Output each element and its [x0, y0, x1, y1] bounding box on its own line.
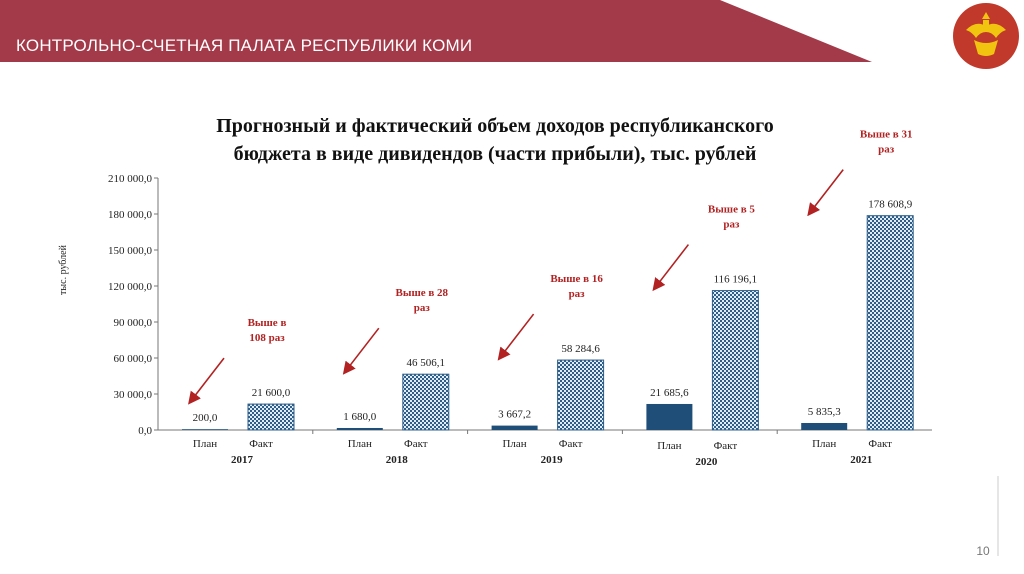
- x-year-label-2017: 2017: [231, 454, 254, 466]
- plan-bar-2021: [801, 422, 848, 430]
- plan-value-label-2018: 1 680,0: [343, 411, 377, 423]
- annotation-text-2019: Выше в 16: [550, 273, 603, 285]
- header-band: [0, 0, 872, 62]
- fact-value-label-2018: 46 506,1: [407, 357, 446, 369]
- plan-bar-2020: [646, 403, 693, 430]
- fact-bar-2017: [247, 403, 295, 431]
- fact-bar-2018: [402, 373, 450, 431]
- plan-value-label-2021: 5 835,3: [808, 406, 842, 418]
- fact-value-label-2021: 178 608,9: [868, 199, 913, 211]
- y-tick-label: 90 000,0: [114, 317, 153, 329]
- y-tick-label: 150 000,0: [108, 245, 153, 257]
- chart-bars: [182, 215, 914, 431]
- annotation-text-2020: раз: [723, 219, 740, 231]
- chart-axes: 0,0 30 000,0 60 000,0 90 000,0 120 000,0 150 …: [58, 173, 932, 437]
- x-year-label-2019: 2019: [541, 454, 564, 466]
- y-axis-label: тыс. рублей: [58, 244, 69, 295]
- y-tick-label: 210 000,0: [108, 173, 153, 185]
- chart-annotations: Выше в 108 раз Выше в 28 раз Выше в 16 раз Выш…: [188, 129, 913, 405]
- corner-decoration: [997, 476, 999, 556]
- fact-value-label-2020: 116 196,1: [714, 274, 758, 286]
- fact-bar-2021: [866, 215, 914, 431]
- header-title: КОНТРОЛЬНО-СЧЕТНАЯ ПАЛАТА РЕСПУБЛИКИ КОМ…: [16, 36, 473, 55]
- annotation-text-2017: Выше в: [248, 317, 287, 329]
- fact-bar-2019: [557, 359, 605, 431]
- komi-emblem-icon: [951, 1, 1021, 71]
- y-tick-label: 0,0: [138, 425, 152, 437]
- plan-value-label-2020: 21 685,6: [650, 387, 689, 399]
- chart-title-line-2: бюджета в виде дивидендов (части прибыли…: [233, 143, 757, 165]
- x-sub-label-plan: План: [657, 440, 681, 452]
- annotation-arrow-2018: [342, 327, 380, 375]
- x-sub-label-fact: Факт: [404, 438, 428, 450]
- x-year-label-2020: 2020: [695, 456, 718, 468]
- annotation-text-2021: раз: [878, 144, 895, 156]
- annotation-arrow-2020: [652, 244, 690, 292]
- x-year-label-2021: 2021: [850, 454, 872, 466]
- x-sub-label-plan: План: [193, 438, 217, 450]
- x-sub-label-fact: Факт: [868, 438, 892, 450]
- annotation-text-2018: раз: [414, 302, 431, 314]
- x-sub-label-fact: Факт: [714, 440, 738, 452]
- annotation-text-2017: 108 раз: [249, 332, 285, 344]
- plan-value-label-2017: 200,0: [193, 412, 218, 424]
- annotation-arrow-2017: [188, 357, 225, 405]
- chart-title: Прогнозный и фактический объем доходов р…: [150, 112, 840, 168]
- fact-value-label-2019: 58 284,6: [561, 343, 600, 355]
- x-sub-label-plan: План: [812, 438, 836, 450]
- y-tick-label: 60 000,0: [114, 353, 153, 365]
- chart-labels: 200,0 21 600,0 План Факт 2017 1 680,0 46 506,1…: [193, 199, 913, 468]
- annotation-text-2019: раз: [569, 288, 586, 300]
- y-tick-label: 30 000,0: [114, 389, 153, 401]
- chart-title-line-1: Прогнозный и фактический объем доходов р…: [216, 115, 774, 137]
- annotation-text-2018: Выше в 28: [396, 287, 449, 299]
- plan-bar-2018: [336, 427, 383, 430]
- y-tick-label: 120 000,0: [108, 281, 153, 293]
- annotation-text-2020: Выше в 5: [708, 204, 756, 216]
- x-sub-label-plan: План: [348, 438, 372, 450]
- page-number: 10: [976, 544, 990, 558]
- x-year-label-2018: 2018: [386, 454, 409, 466]
- plan-value-label-2019: 3 667,2: [498, 409, 531, 421]
- fact-bar-2020: [711, 290, 759, 431]
- plan-bar-2017: [182, 429, 228, 430]
- annotation-arrow-2019: [497, 313, 535, 361]
- fact-value-label-2017: 21 600,0: [252, 387, 291, 399]
- x-sub-label-plan: План: [502, 438, 526, 450]
- x-sub-label-fact: Факт: [249, 438, 273, 450]
- plan-bar-2019: [491, 425, 538, 430]
- x-sub-label-fact: Факт: [559, 438, 583, 450]
- annotation-text-2021: Выше в 31: [860, 129, 913, 141]
- y-tick-label: 180 000,0: [108, 209, 153, 221]
- annotation-arrow-2021: [807, 169, 844, 217]
